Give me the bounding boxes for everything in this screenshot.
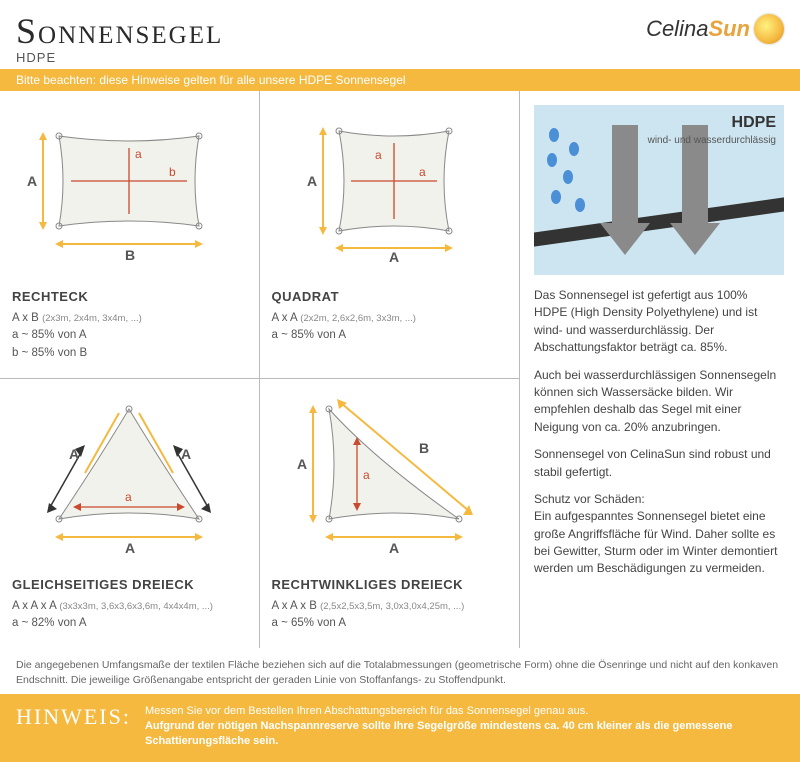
shape-formula: A x A x A (3x3x3m, 3,6x3,6x3,6m, 4x4x4m,… <box>12 598 247 633</box>
header: Sonnensegel HDPE CelinaSun <box>0 0 800 69</box>
shape-grid: a b A B RECHTECK <box>0 91 520 648</box>
side-column: HDPE wind- und wasserdurchlässig <box>520 91 800 648</box>
svg-text:B: B <box>125 247 135 263</box>
formula-label: A x B <box>12 312 39 324</box>
grid-row: a A A <box>0 379 519 649</box>
cell-text: QUADRAT A x A (2x2m, 2,6x2,6m, 3x3m, ...… <box>260 281 520 361</box>
svg-text:b: b <box>169 165 176 179</box>
page-subtitle: HDPE <box>16 50 784 65</box>
hinweis-line2: Aufgrund der nötigen Nachspannreserve so… <box>145 720 732 747</box>
hinweis-line1: Messen Sie vor dem Bestellen Ihren Absch… <box>145 705 588 717</box>
formula-sizes: (2x2m, 2,6x2,6m, 3x3m, ...) <box>300 313 416 324</box>
brand-logo-part2: Sun <box>708 16 750 42</box>
svg-text:a: a <box>419 165 426 179</box>
cell-rechteck: a b A B RECHTECK <box>0 91 260 378</box>
side-paragraph: Sonnensegel von CelinaSun sind robust un… <box>534 446 784 481</box>
diagram-quadrat: a a A A <box>260 91 520 281</box>
svg-text:A: A <box>389 540 399 556</box>
svg-text:a: a <box>363 468 370 482</box>
shape-title: GLEICHSEITIGES DREIECK <box>12 577 247 592</box>
formula-label: A x A <box>272 312 298 324</box>
hdpe-subtitle: wind- und wasserdurchlässig <box>648 134 776 149</box>
svg-text:B: B <box>419 440 429 456</box>
hinweis-text: Messen Sie vor dem Bestellen Ihren Absch… <box>145 704 784 750</box>
formula-line: a ~ 85% von A <box>272 329 347 341</box>
side-paragraph: Schutz vor Schäden: Ein aufgespanntes So… <box>534 491 784 578</box>
footnote: Die angegebenen Umfangsmaße der textilen… <box>0 648 800 693</box>
formula-line: b ~ 85% von B <box>12 347 87 359</box>
hinweis-label: HINWEIS: <box>16 704 131 730</box>
formula-line: a ~ 65% von A <box>272 617 347 629</box>
formula-label: A x A x A <box>12 600 56 612</box>
sun-icon <box>754 14 784 44</box>
side-paragraph: Auch bei wasserdurchlässigen Sonnensegel… <box>534 367 784 437</box>
hdpe-title: HDPE <box>648 111 776 134</box>
shape-title: RECHTWINKLIGES DREIECK <box>272 577 508 592</box>
cell-quadrat: a a A A QUADRAT A x A <box>260 91 520 378</box>
diagram-rechtwinklig: a A B A <box>260 379 520 569</box>
hdpe-illustration: HDPE wind- und wasserdurchlässig <box>534 105 784 275</box>
svg-text:a: a <box>125 490 132 504</box>
cell-rechtwinklig: a A B A <box>260 379 520 649</box>
svg-text:A: A <box>297 456 307 472</box>
infographic-page: Sonnensegel HDPE CelinaSun Bitte beachte… <box>0 0 800 762</box>
svg-text:A: A <box>389 249 399 265</box>
cell-text: RECHTWINKLIGES DREIECK A x A x B (2,5x2,… <box>260 569 520 649</box>
formula-line: a ~ 85% von A <box>12 329 87 341</box>
brand-logo-part1: Celina <box>646 16 708 42</box>
side-p4-title: Schutz vor Schäden: <box>534 492 645 506</box>
svg-text:A: A <box>69 446 79 462</box>
diagram-gleichseitig: a A A <box>0 379 259 569</box>
hinweis-bar: HINWEIS: Messen Sie vor dem Bestellen Ih… <box>0 694 800 762</box>
side-p4-body: Ein aufgespanntes Sonnensegel bietet ein… <box>534 509 777 575</box>
cell-gleichseitig: a A A <box>0 379 260 649</box>
shape-title: QUADRAT <box>272 289 508 304</box>
svg-text:A: A <box>181 446 191 462</box>
svg-text:a: a <box>135 147 142 161</box>
main-content: a b A B RECHTECK <box>0 91 800 648</box>
formula-label: A x A x B <box>272 600 317 612</box>
formula-sizes: (3x3x3m, 3,6x3,6x3,6m, 4x4x4m, ...) <box>59 601 213 612</box>
formula-sizes: (2,5x2,5x3,5m, 3,0x3,0x4,25m, ...) <box>320 601 464 612</box>
side-paragraph: Das Sonnensegel ist gefertigt aus 100% H… <box>534 287 784 357</box>
grid-row: a b A B RECHTECK <box>0 91 519 379</box>
shape-formula: A x B (2x3m, 2x4m, 3x4m, ...) a ~ 85% vo… <box>12 310 247 362</box>
shape-formula: A x A (2x2m, 2,6x2,6m, 3x3m, ...) a ~ 85… <box>272 310 508 345</box>
formula-line: a ~ 82% von A <box>12 617 87 629</box>
shape-title: RECHTECK <box>12 289 247 304</box>
hdpe-label: HDPE wind- und wasserdurchlässig <box>648 111 776 149</box>
svg-text:A: A <box>125 540 135 556</box>
svg-text:A: A <box>27 173 37 189</box>
svg-text:a: a <box>375 148 382 162</box>
cell-text: RECHTECK A x B (2x3m, 2x4m, 3x4m, ...) a… <box>0 281 259 378</box>
svg-text:A: A <box>307 173 317 189</box>
cell-text: GLEICHSEITIGES DREIECK A x A x A (3x3x3m… <box>0 569 259 649</box>
diagram-rechteck: a b A B <box>0 91 259 281</box>
notice-bar: Bitte beachten: diese Hinweise gelten fü… <box>0 69 800 91</box>
formula-sizes: (2x3m, 2x4m, 3x4m, ...) <box>42 313 142 324</box>
shape-formula: A x A x B (2,5x2,5x3,5m, 3,0x3,0x4,25m, … <box>272 598 508 633</box>
brand-logo: CelinaSun <box>646 14 784 44</box>
